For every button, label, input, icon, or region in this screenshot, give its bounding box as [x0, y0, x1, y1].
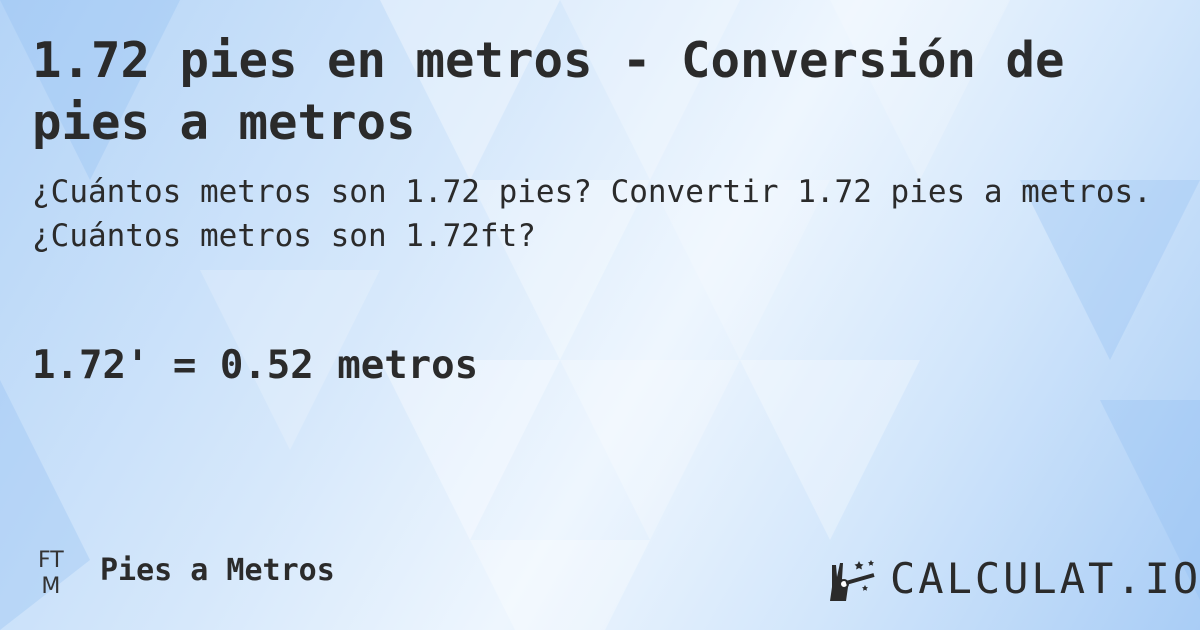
converter-category: Pies a Metros [100, 553, 335, 588]
hand-magic-wand-icon [830, 560, 875, 601]
unit-badge: FT M [38, 548, 64, 600]
page-title: 1.72 pies en metros - Conversión de pies… [32, 32, 1065, 151]
badge-from-unit: FT [38, 548, 64, 573]
page-subtitle: ¿Cuántos metros son 1.72 pies? Convertir… [32, 174, 1152, 254]
conversion-result: 1.72' = 0.52 metros [32, 343, 479, 388]
calculat-io-logo: CALCULAT.IO [828, 555, 1200, 603]
logo-text: CALCULAT.IO [890, 554, 1200, 603]
badge-to-unit: M [41, 574, 61, 599]
